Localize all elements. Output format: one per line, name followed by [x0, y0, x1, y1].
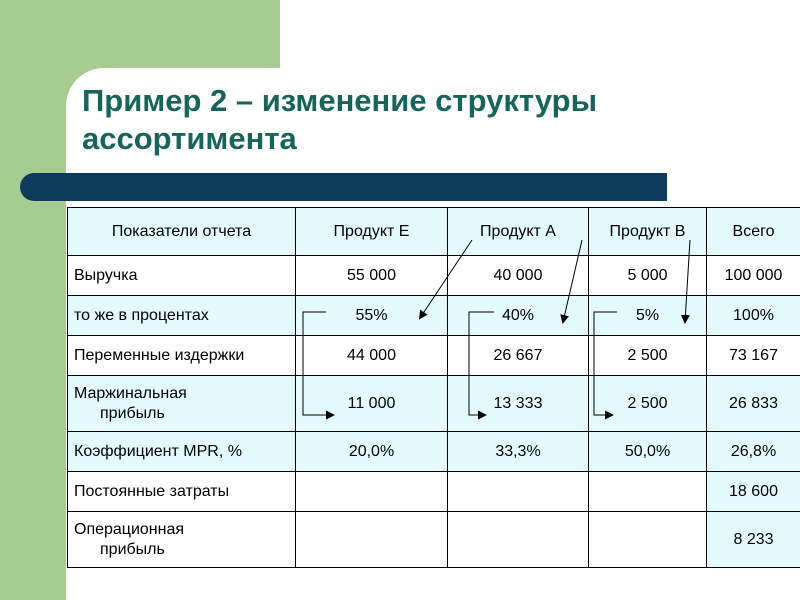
table-cell: 8 233 — [706, 511, 800, 568]
table-header-row: Показатели отчета Продукт Е Продукт А Пр… — [67, 207, 800, 256]
table-row-variable-costs: Переменные издержки 44 000 26 667 2 500 … — [67, 335, 800, 376]
table-cell: 100% — [706, 295, 800, 336]
table-cell: 26 667 — [447, 335, 589, 376]
table-cell: 5% — [588, 295, 707, 336]
table-cell — [588, 471, 707, 512]
table-cell: 26 833 — [706, 375, 800, 432]
row-label: Переменные издержки — [67, 335, 296, 376]
row-label-line2: прибыль — [100, 404, 165, 422]
slide-title-line2: ассортимента — [82, 121, 297, 156]
table-row-revenue: Выручка 55 000 40 000 5 000 100 000 — [67, 255, 800, 296]
row-label: Постоянные затраты — [67, 471, 296, 512]
table-row-operating-profit: Операционная прибыль 8 233 — [67, 511, 800, 568]
column-header-indicator: Показатели отчета — [67, 207, 296, 256]
table-cell: 13 333 — [447, 375, 589, 432]
row-label: Маржинальная прибыль — [67, 375, 296, 432]
row-label: то же в процентах — [67, 295, 296, 336]
table-cell: 5 000 — [588, 255, 707, 296]
slide-title-line1: Пример 2 – изменение структуры — [82, 83, 598, 118]
table-row-margin-profit: Маржинальная прибыль 11 000 13 333 2 500… — [67, 375, 800, 432]
row-label: Операционная прибыль — [67, 511, 296, 568]
row-label-line2: прибыль — [100, 540, 165, 558]
table-cell — [295, 471, 448, 512]
row-label-line1: Операционная — [74, 520, 185, 538]
table-cell: 33,3% — [447, 431, 589, 472]
table-cell: 18 600 — [706, 471, 800, 512]
slide-title: Пример 2 – изменение структуры ассортиме… — [82, 82, 722, 158]
title-underline-bar — [20, 173, 667, 201]
table-cell: 73 167 — [706, 335, 800, 376]
column-header-product-e: Продукт Е — [295, 207, 448, 256]
table-cell — [588, 511, 707, 568]
table-cell: 2 500 — [588, 375, 707, 432]
table-row-percent: то же в процентах 55% 40% 5% 100% — [67, 295, 800, 336]
table-cell: 100 000 — [706, 255, 800, 296]
row-label: Коэффициент MPR, % — [67, 431, 296, 472]
row-label-line1: Маржинальная — [74, 384, 187, 402]
table-cell: 26,8% — [706, 431, 800, 472]
table-cell — [295, 511, 448, 568]
table-cell: 55 000 — [295, 255, 448, 296]
table-row-fixed-costs: Постоянные затраты 18 600 — [67, 471, 800, 512]
table-row-mpr-ratio: Коэффициент MPR, % 20,0% 33,3% 50,0% 26,… — [67, 431, 800, 472]
column-header-product-a: Продукт А — [447, 207, 589, 256]
table-cell: 40% — [447, 295, 589, 336]
column-header-total: Всего — [706, 207, 800, 256]
table-cell: 2 500 — [588, 335, 707, 376]
row-label: Выручка — [67, 255, 296, 296]
table-cell: 44 000 — [295, 335, 448, 376]
table-cell: 20,0% — [295, 431, 448, 472]
table-cell: 40 000 — [447, 255, 589, 296]
table-cell — [447, 511, 589, 568]
table-cell: 11 000 — [295, 375, 448, 432]
table-cell: 50,0% — [588, 431, 707, 472]
column-header-product-b: Продукт В — [588, 207, 707, 256]
table-cell — [447, 471, 589, 512]
report-table: Показатели отчета Продукт Е Продукт А Пр… — [67, 207, 800, 568]
table-cell: 55% — [295, 295, 448, 336]
